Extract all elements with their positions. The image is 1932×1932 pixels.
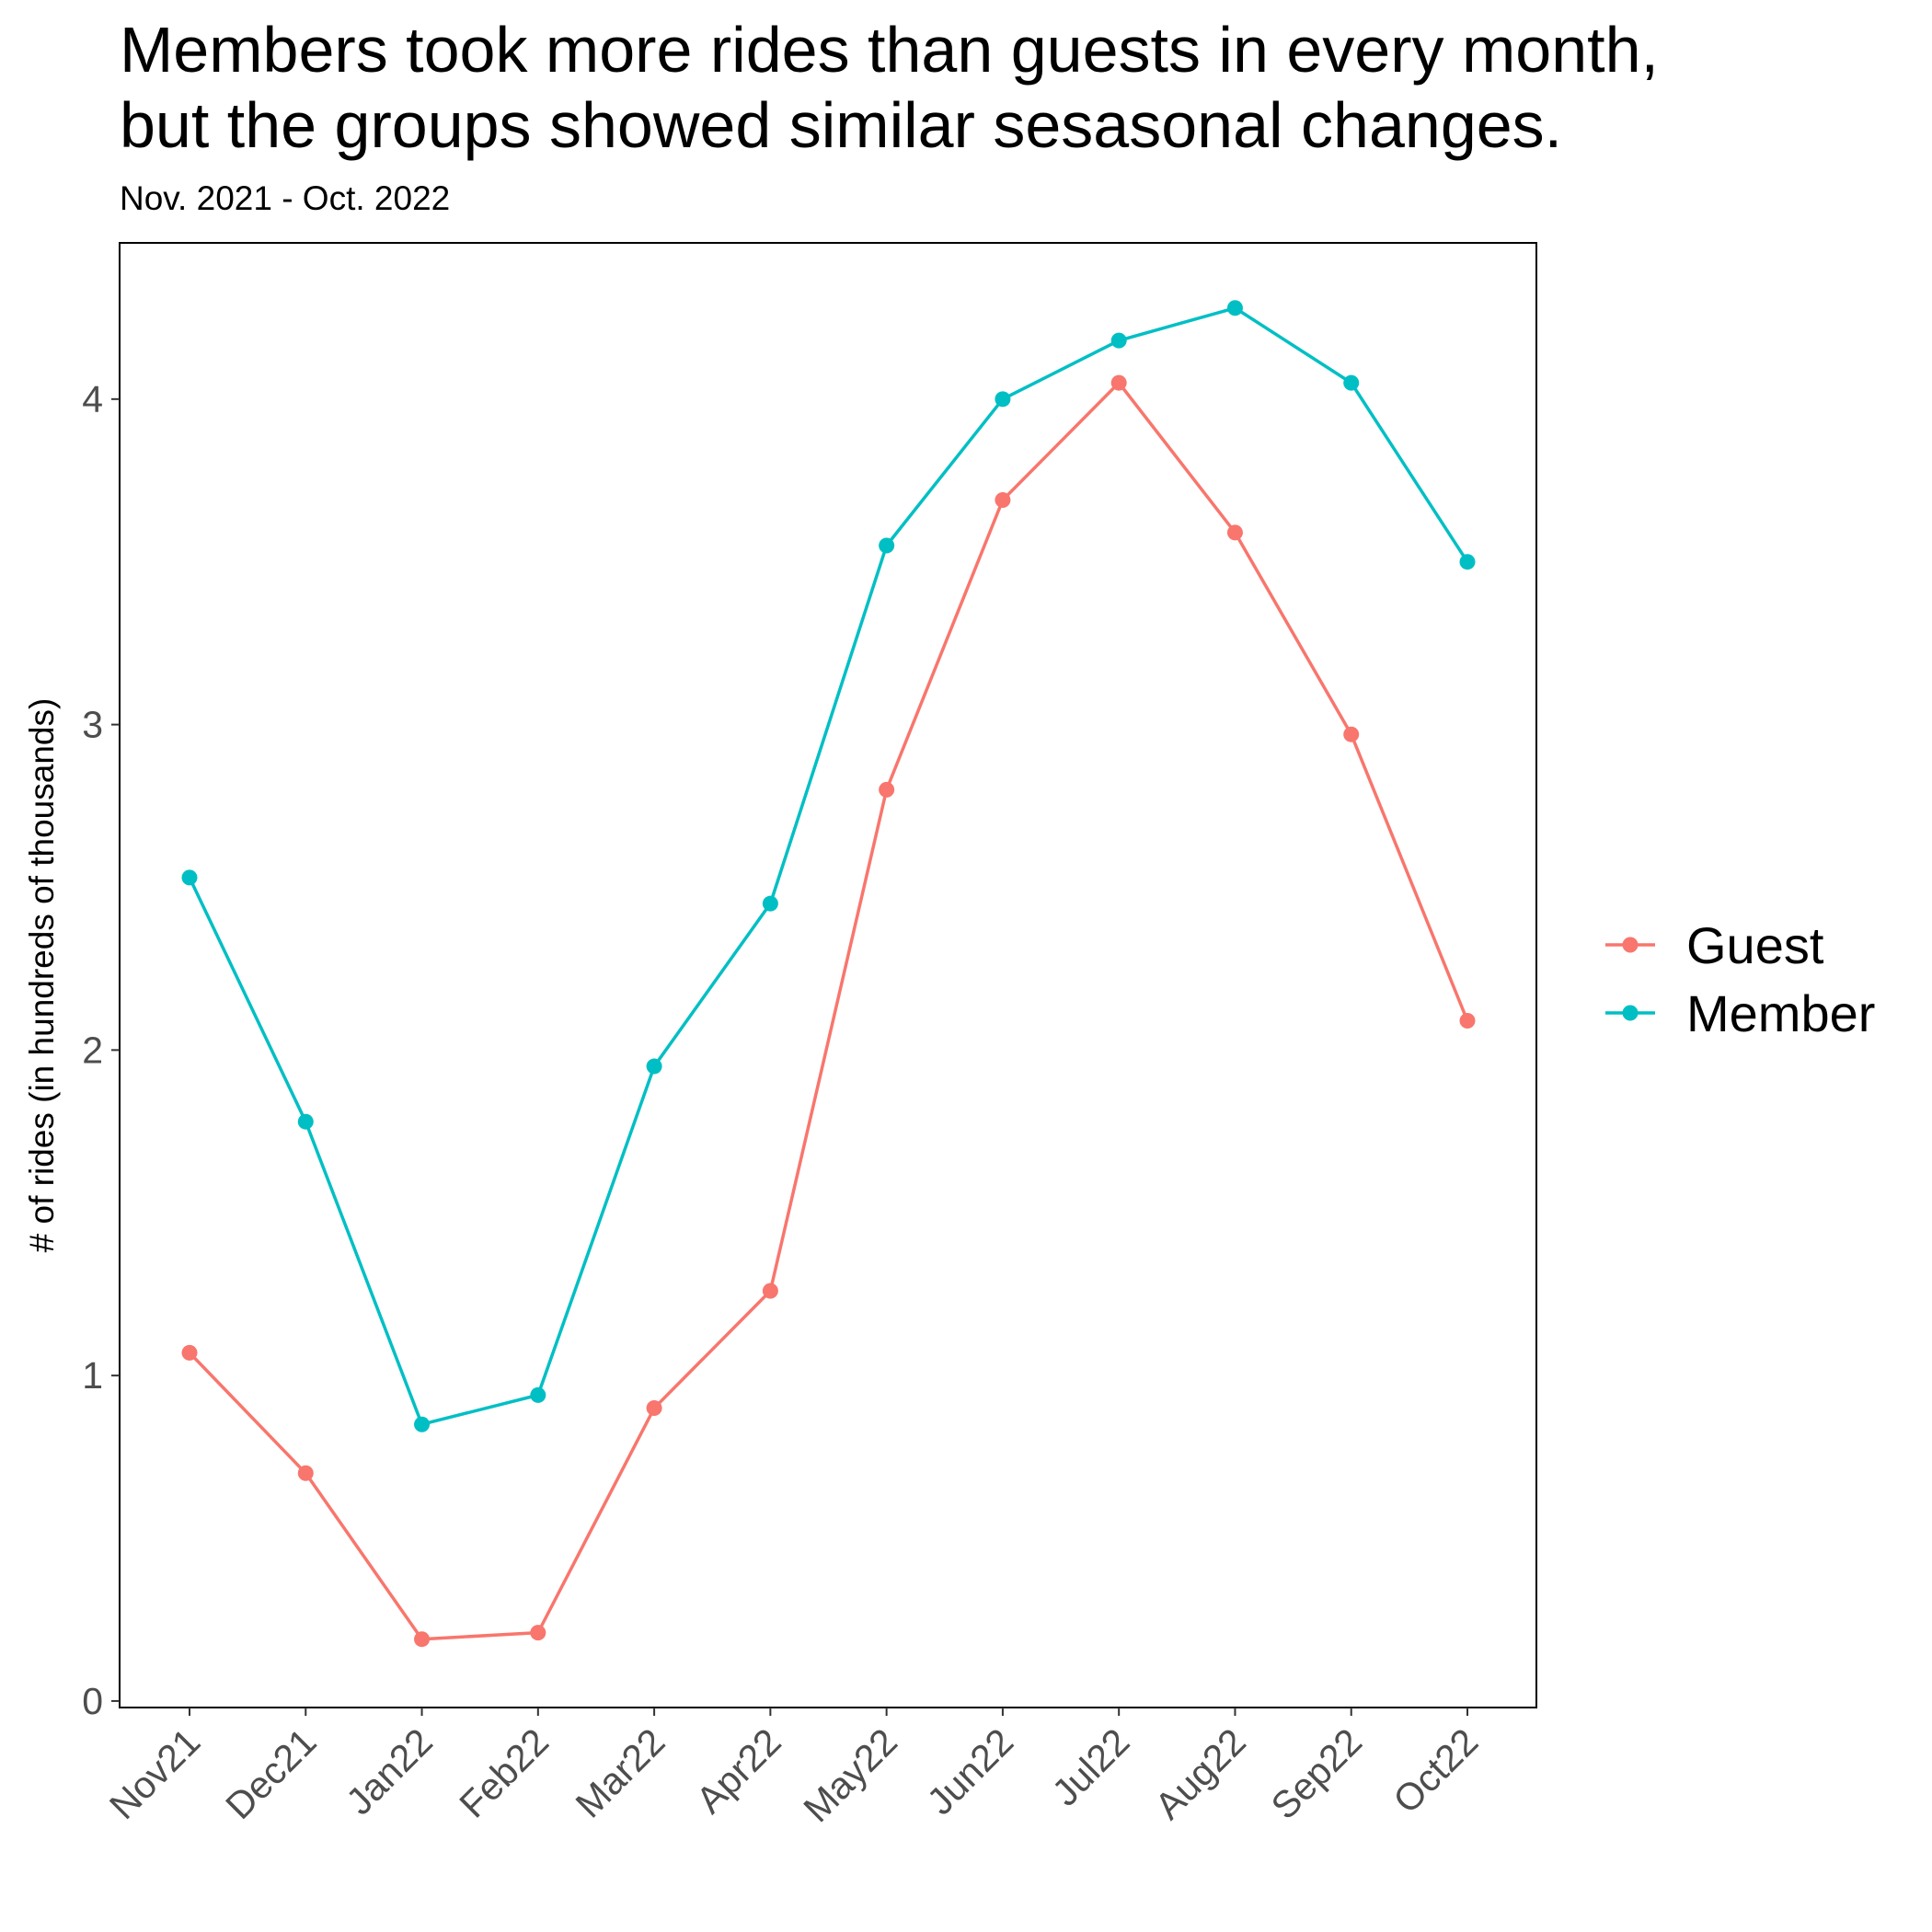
- data-point-member: [762, 895, 778, 912]
- x-tick-label: Dec21: [217, 1720, 324, 1827]
- chart-subtitle: Nov. 2021 - Oct. 2022: [120, 179, 450, 217]
- x-tick-label: Sep22: [1263, 1720, 1370, 1827]
- y-tick-label: 3: [82, 704, 103, 746]
- data-point-member: [1459, 554, 1476, 570]
- legend-key-point: [1622, 937, 1639, 953]
- x-tick-label: Jul22: [1044, 1720, 1138, 1814]
- data-point-member: [1226, 300, 1243, 316]
- x-axis: Nov21 Dec21 Jan22 Feb22 Mar22 Apr22 May22 Jun22…: [101, 1708, 1486, 1830]
- data-point-guest: [762, 1282, 778, 1299]
- data-point-member: [414, 1416, 431, 1432]
- x-tick-label: Mar22: [568, 1720, 673, 1826]
- legend-item-member: Member: [1605, 984, 1875, 1042]
- legend-item-guest: Guest: [1605, 916, 1824, 974]
- data-point-guest: [1226, 524, 1243, 541]
- series-layer: [181, 300, 1476, 1648]
- data-point-member: [1343, 374, 1360, 391]
- data-point-guest: [879, 781, 895, 798]
- chart-title-line-2: but the groups showed similar sesasonal …: [120, 89, 1562, 161]
- data-point-guest: [1110, 374, 1127, 391]
- series-guest: [181, 374, 1476, 1648]
- data-point-member: [530, 1386, 546, 1403]
- data-point-member: [879, 537, 895, 554]
- legend: Guest Member: [1605, 916, 1875, 1042]
- plot-panel-border: [119, 242, 1537, 1708]
- series-member: [181, 300, 1476, 1432]
- data-point-guest: [414, 1631, 431, 1648]
- data-point-member: [995, 391, 1011, 408]
- y-tick-label: 1: [82, 1354, 103, 1397]
- data-point-guest: [1459, 1013, 1476, 1029]
- y-axis: 0 1 2 3 4: [82, 378, 120, 1722]
- legend-key-point: [1622, 1005, 1639, 1021]
- x-tick-label: Jun22: [919, 1720, 1022, 1823]
- data-point-guest: [181, 1344, 198, 1361]
- series-line-member: [188, 306, 1469, 1426]
- x-tick-label: May22: [795, 1720, 905, 1831]
- x-tick-label: Apr22: [688, 1720, 789, 1822]
- x-tick-label: Oct22: [1385, 1720, 1486, 1822]
- chart-title-line-1: Members took more rides than guests in e…: [120, 14, 1659, 86]
- x-tick-label: Feb22: [451, 1720, 557, 1826]
- y-tick-label: 4: [82, 378, 103, 420]
- data-point-member: [297, 1113, 314, 1130]
- y-tick-label: 2: [82, 1029, 103, 1071]
- legend-label-member: Member: [1686, 984, 1875, 1042]
- legend-label-guest: Guest: [1686, 916, 1824, 974]
- data-point-member: [181, 869, 198, 886]
- y-axis-title: # of rides (in hundreds of thousands): [23, 698, 61, 1253]
- data-point-guest: [646, 1400, 662, 1417]
- data-point-member: [646, 1058, 662, 1075]
- x-tick-label: Nov21: [101, 1720, 208, 1827]
- data-point-guest: [297, 1465, 314, 1481]
- data-point-guest: [530, 1625, 546, 1641]
- series-line-guest: [188, 381, 1469, 1641]
- x-tick-label: Jan22: [338, 1720, 441, 1823]
- x-tick-label: Aug22: [1146, 1720, 1253, 1827]
- data-point-member: [1110, 332, 1127, 349]
- data-point-guest: [995, 491, 1011, 508]
- data-point-guest: [1343, 726, 1360, 742]
- y-tick-label: 0: [82, 1680, 103, 1722]
